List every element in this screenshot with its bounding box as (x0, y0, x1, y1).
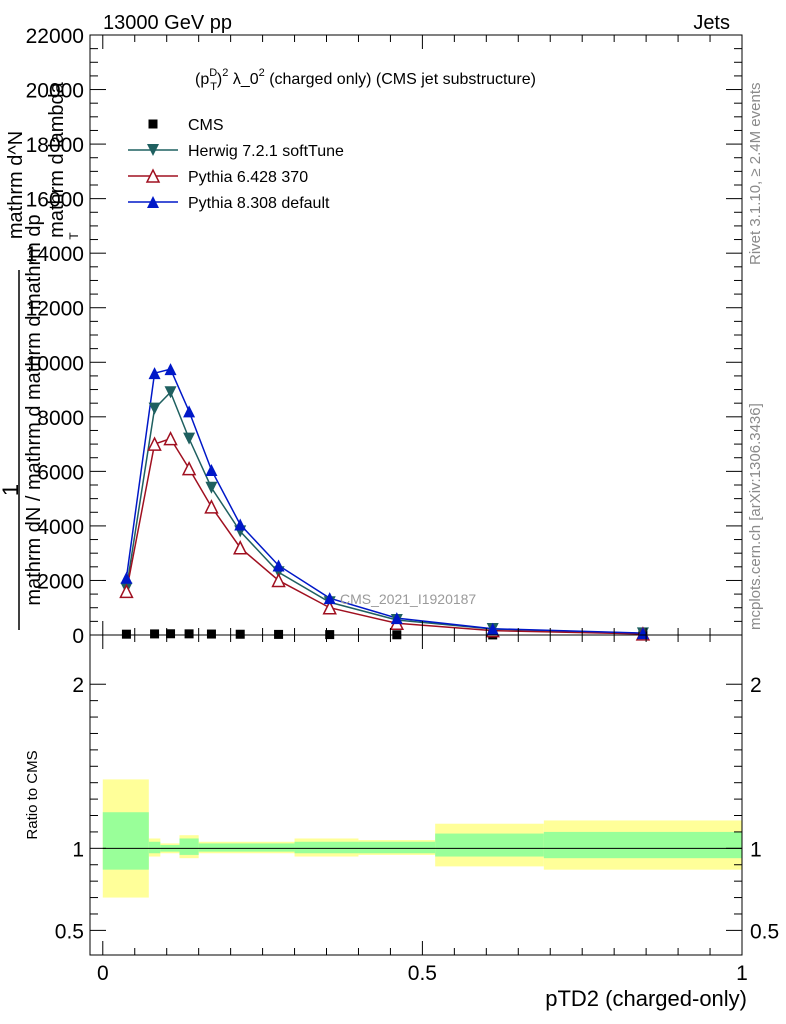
ratio-band-inner (435, 833, 544, 857)
main-axes: 0 2000 4000 6000 8000 10000 12000 14000 16000 180… (26, 25, 743, 648)
data-point (164, 386, 177, 399)
legend-label: Herwig 7.2.1 softTune (188, 143, 344, 160)
data-point (148, 402, 161, 415)
ratio-band-inner (198, 843, 295, 852)
data-point (486, 622, 499, 635)
ylabel-numerator: 1 (0, 484, 23, 496)
data-point (234, 518, 247, 531)
y-tick-label: 18000 (26, 134, 84, 157)
ratio-band-inner (358, 841, 436, 854)
legend-marker (147, 144, 159, 156)
analysis-watermark: CMS_2021_I1920187 (340, 591, 476, 607)
ratio-band-inner (294, 841, 359, 854)
data-point (204, 499, 219, 514)
data-point (183, 405, 196, 418)
data-point (272, 559, 285, 572)
legend-label: Pythia 6.428 370 (188, 169, 308, 186)
data-point (205, 464, 218, 476)
data-point (181, 460, 197, 476)
data-point (390, 612, 403, 625)
ratio-y-tick-label: 0.5 (55, 920, 84, 943)
legend-marker (148, 119, 158, 129)
legend-label: CMS (188, 117, 224, 134)
data-point (184, 629, 194, 639)
main-ylabel: 1 mathrm dN / mathrm d mathrm d mathrm d… (0, 81, 81, 605)
data-point (148, 367, 161, 380)
x-tick-label: 0 (97, 962, 109, 985)
x-tick-label: 1 (736, 962, 748, 985)
ratio-band-inner (179, 838, 199, 855)
ratio-band-inner (102, 812, 149, 870)
data-point (147, 436, 162, 451)
x-axis-label: pTD2 (charged-only) (545, 986, 747, 1011)
ratio-y-tick-label-right: 1 (750, 838, 762, 861)
ratio-y-tick-label: 2 (72, 674, 84, 697)
ratio-band-inner (148, 841, 161, 854)
ratio-band-inner (543, 831, 742, 859)
ylabel-line-3: mathrm d lambda (46, 81, 68, 237)
ratio-axes: 0.5 0.51 12 20 0.5 1 (55, 635, 779, 985)
ylabel-line-2-sub: T (67, 232, 81, 240)
legend: CMS Herwig 7.2.1 softTune Pythia 6.428 370… (128, 117, 344, 212)
ylabel-line-4: mathrm d^N (5, 131, 27, 239)
data-point (323, 592, 336, 605)
main-series-layer (119, 363, 651, 641)
ratio-ylabel: Ratio to CMS (24, 750, 41, 839)
y-tick-label: 6000 (37, 461, 84, 484)
legend-marker (145, 168, 161, 183)
beam-label: 13000 GeV pp (103, 12, 232, 34)
data-point (183, 432, 196, 445)
process-label: Jets (693, 12, 730, 34)
y-tick-label: 4000 (37, 516, 84, 539)
data-point (163, 430, 178, 446)
data-point (274, 629, 284, 639)
y-tick-label: 12000 (26, 298, 84, 321)
data-point (322, 600, 337, 615)
data-point (121, 629, 131, 639)
y-tick-label: 8000 (37, 407, 84, 430)
y-tick-label: 14000 (26, 243, 84, 266)
data-point (233, 540, 248, 555)
plot-title: (pD T)2 λ_02 (charged only) (CMS jet subs… (195, 67, 536, 93)
data-point (150, 629, 160, 639)
data-point (205, 481, 218, 494)
legend-marker (147, 196, 159, 208)
y-tick-label: 20000 (26, 80, 84, 103)
ratio-bands (102, 779, 742, 898)
ylabel-line-1: mathrm dN / mathrm d mathrm d mathrm dp (23, 214, 45, 605)
y-tick-label: 2000 (37, 570, 84, 593)
data-point (120, 571, 133, 584)
data-point (166, 629, 176, 639)
ratio-y-tick-label-right: 2 (750, 674, 762, 697)
x-tick-label: 0.5 (408, 962, 437, 985)
data-point (235, 629, 245, 639)
data-point (206, 629, 216, 639)
data-point (119, 583, 134, 599)
ratio-y-tick-label: 1 (72, 838, 84, 861)
data-point (271, 572, 286, 588)
y-tick-label: 10000 (26, 352, 84, 375)
source-label: mcplots.cern.ch [arXiv:1306.3436] (747, 403, 764, 630)
data-point (164, 363, 177, 376)
legend-label: Pythia 8.308 default (188, 195, 330, 212)
y-tick-label: 0 (72, 625, 84, 648)
y-tick-label: 22000 (26, 25, 84, 48)
rivet-label: Rivet 3.1.10, ≥ 2.4M events (747, 83, 764, 266)
ratio-y-tick-label-right: 0.5 (750, 920, 779, 943)
ratio-plot-frame (89, 634, 743, 956)
y-tick-label: 16000 (26, 189, 84, 212)
